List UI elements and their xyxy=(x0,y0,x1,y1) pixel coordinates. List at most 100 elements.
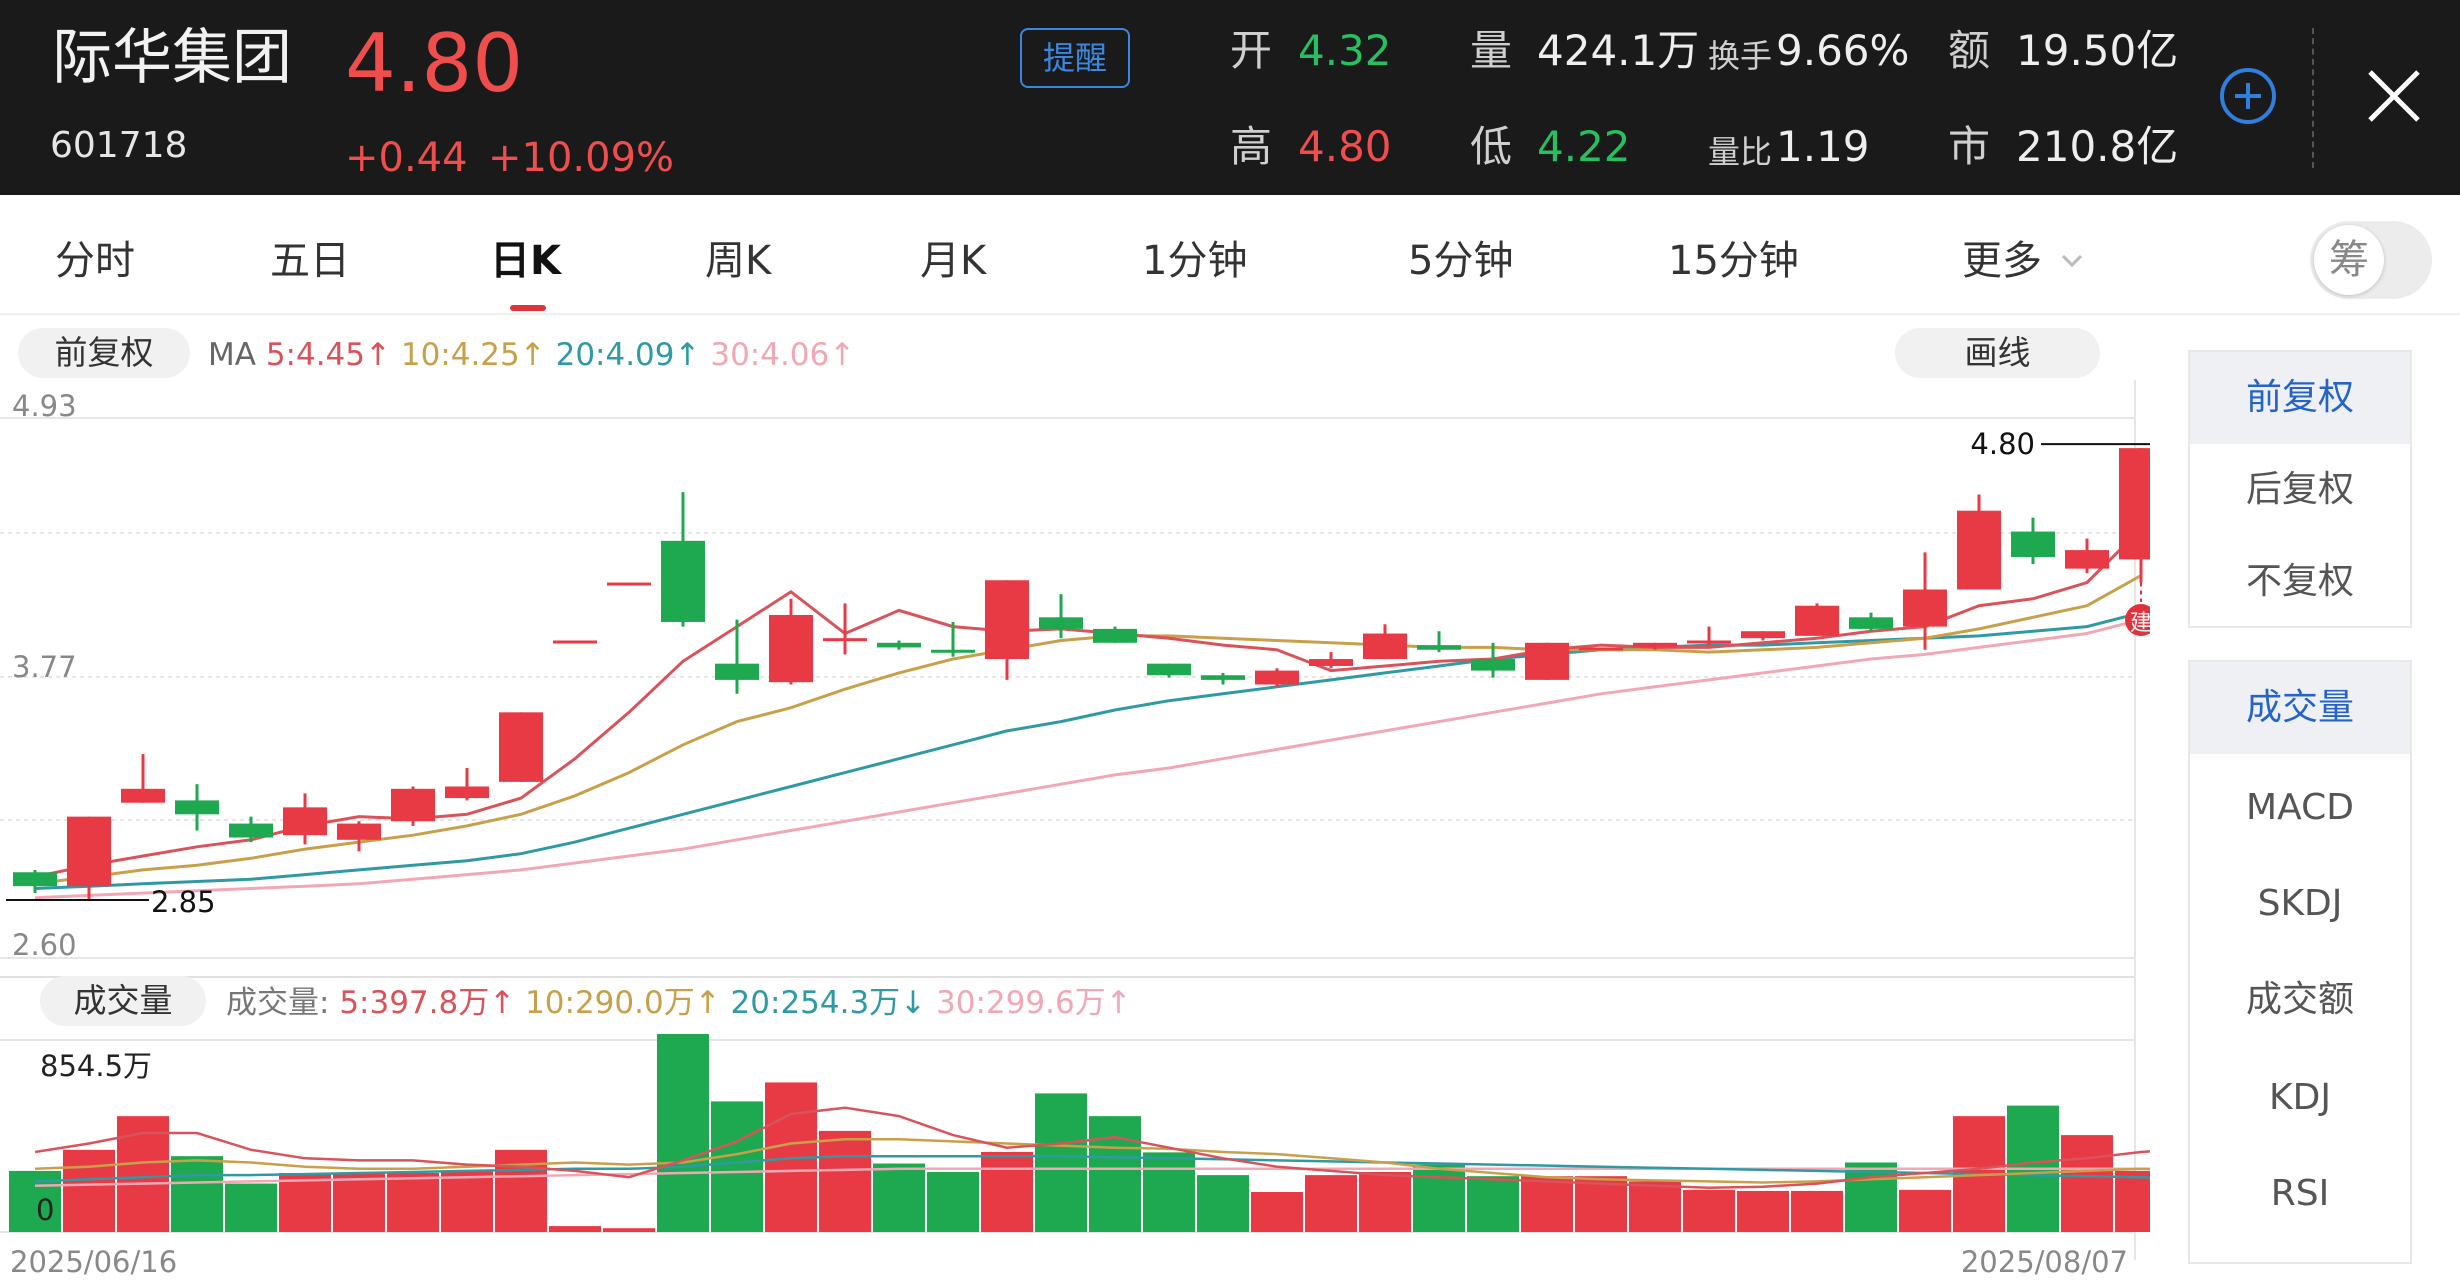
side-indicator-skdj[interactable]: SKDJ xyxy=(2257,883,2343,924)
tab-5min[interactable]: 5分钟 xyxy=(1408,238,1514,284)
volume-bar xyxy=(981,1151,1033,1232)
price-change-pct: +10.09% xyxy=(488,135,675,181)
volume-bar xyxy=(1089,1116,1141,1232)
candle-body xyxy=(715,663,759,680)
candle-body xyxy=(283,807,327,836)
tab-weekly-k[interactable]: 周K xyxy=(705,238,772,284)
build-badge-label: 建 xyxy=(2130,611,2150,636)
chip-toggle-knob: 筹 xyxy=(2314,225,2384,295)
adjust-pill[interactable]: 前复权 xyxy=(18,328,190,378)
candles xyxy=(13,448,2150,901)
vol-ma20-value: 20:254.3万↓ xyxy=(730,985,927,1021)
candle xyxy=(1741,631,1785,641)
high-marker-label: 4.80 xyxy=(1970,427,2035,461)
candle xyxy=(1903,552,1947,650)
side-adjust-forward[interactable]: 前复权 xyxy=(2190,352,2410,444)
open-label: 开 xyxy=(1230,26,1273,75)
ma-prefix: MA xyxy=(208,337,256,373)
alert-label: 提醒 xyxy=(1042,39,1107,77)
side-indicator-volume[interactable]: 成交量 xyxy=(2190,662,2410,754)
volume-bar xyxy=(819,1130,871,1232)
volume-pill[interactable]: 成交量 xyxy=(40,976,206,1026)
volume-legend: 成交量: 5:397.8万↑ 10:290.0万↑ 20:254.3万↓ 30:… xyxy=(226,988,1132,1019)
date-start-label: 2025/06/16 xyxy=(10,1245,177,1279)
candle-body xyxy=(1579,647,1623,651)
side-indicator-kdj[interactable]: KDJ xyxy=(2269,1077,2331,1118)
candle xyxy=(499,712,543,782)
candle-body xyxy=(769,614,813,683)
tab-more[interactable]: 更多 xyxy=(1962,238,2042,284)
candle-body xyxy=(877,642,921,648)
volume-ma-lines xyxy=(34,1106,2150,1190)
candle-body xyxy=(823,638,867,642)
volume-bar xyxy=(711,1101,763,1232)
tab-daily-k[interactable]: 日K xyxy=(490,238,561,284)
candle xyxy=(175,784,219,831)
tab-monthly-k[interactable]: 月K xyxy=(920,238,987,284)
volume-prefix: 成交量: xyxy=(226,985,330,1021)
volume-bar xyxy=(1899,1189,1951,1232)
side-adjust-backward[interactable]: 后复权 xyxy=(2245,469,2354,510)
y-axis-bottom-label: 2.60 xyxy=(12,928,77,962)
candle xyxy=(607,582,651,586)
volume-bar xyxy=(63,1149,115,1232)
candle xyxy=(1525,642,1569,680)
candle xyxy=(877,640,921,650)
volume-bar xyxy=(279,1173,331,1232)
candle xyxy=(1039,594,1083,639)
draw-line-button[interactable]: 画线 xyxy=(1895,328,2100,378)
side-indicator-macd[interactable]: MACD xyxy=(2246,787,2354,828)
candle xyxy=(121,754,165,803)
plus-circle-icon[interactable] xyxy=(2218,66,2278,126)
candle xyxy=(1363,624,1407,660)
low-marker-label: 2.85 xyxy=(151,885,216,919)
y-axis-mid-label: 3.77 xyxy=(12,650,77,684)
side-indicator-amount[interactable]: 成交额 xyxy=(2245,979,2354,1020)
tab-five-day[interactable]: 五日 xyxy=(270,238,350,284)
candle-body xyxy=(1957,510,2001,590)
candle-body xyxy=(1903,589,1947,627)
low-value: 4.22 xyxy=(1537,122,1631,171)
candle-body xyxy=(499,712,543,782)
volume-bar xyxy=(1629,1181,1681,1232)
tab-intraday[interactable]: 分时 xyxy=(55,238,135,284)
candle-body xyxy=(1093,628,1137,643)
volume-bar xyxy=(171,1156,223,1232)
high-value: 4.80 xyxy=(1298,122,1392,171)
kline-chart[interactable]: 4.93 3.77 2.60 4.80 2.85 建 854.5万 0 2025/06/16 20… xyxy=(0,380,2150,1280)
candle xyxy=(553,640,597,644)
candle-body xyxy=(175,800,219,815)
chip-toggle[interactable]: 筹 xyxy=(2310,221,2432,299)
ma-lines xyxy=(34,528,2143,900)
header-divider xyxy=(2312,28,2314,168)
volume-bar xyxy=(657,1033,709,1232)
candle xyxy=(1093,626,1137,643)
ma-legend: MA 5:4.45↑ 10:4.25↑ 20:4.09↑ 30:4.06↑ xyxy=(208,340,855,371)
volume-bars xyxy=(9,1033,2150,1232)
ma30-line xyxy=(34,618,2142,900)
tab-15min[interactable]: 15分钟 xyxy=(1668,238,1799,284)
volume-bar xyxy=(495,1149,547,1232)
volume-bar xyxy=(603,1228,655,1232)
ma20-line xyxy=(34,611,2142,890)
build-badge xyxy=(2125,604,2150,636)
candle-body xyxy=(2119,448,2150,560)
side-indicator-rsi[interactable]: RSI xyxy=(2270,1173,2330,1214)
tab-1min[interactable]: 1分钟 xyxy=(1142,238,1248,284)
ma10-value: 10:4.25↑ xyxy=(400,337,546,373)
amount-value: 19.50亿 xyxy=(2016,26,2179,75)
ma20-value: 20:4.09↑ xyxy=(555,337,701,373)
chevron-down-icon[interactable] xyxy=(2060,253,2084,269)
candle-body xyxy=(661,540,705,622)
close-icon[interactable] xyxy=(2366,68,2422,124)
candle-body xyxy=(553,640,597,644)
volume-bar xyxy=(549,1226,601,1232)
ma5-line xyxy=(34,528,2143,879)
candle-body xyxy=(607,582,651,586)
candle-body xyxy=(1363,633,1407,660)
vol-ma5-line xyxy=(34,1106,2150,1190)
side-adjust-none[interactable]: 不复权 xyxy=(2245,561,2354,602)
alert-button[interactable]: 提醒 xyxy=(1020,28,1130,88)
candle-body xyxy=(2011,531,2055,558)
volume-bar xyxy=(1737,1190,1789,1232)
